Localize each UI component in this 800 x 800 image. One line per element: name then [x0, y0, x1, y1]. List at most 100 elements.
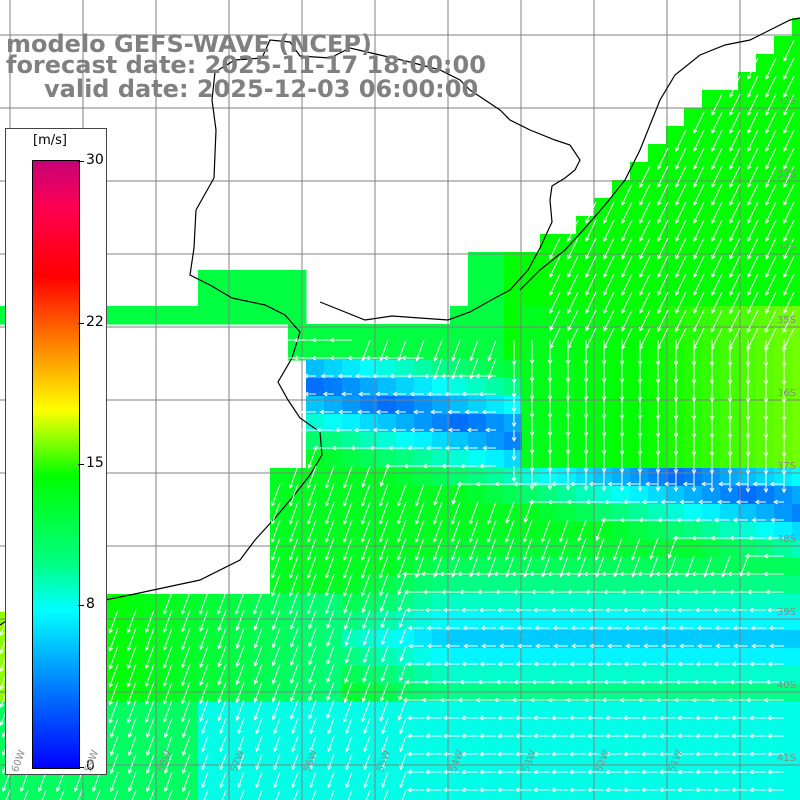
wind-arrow — [531, 679, 550, 685]
wind-cell — [522, 594, 541, 613]
wind-cell — [792, 198, 800, 217]
wind-arrow — [657, 309, 669, 333]
wind-arrow — [399, 627, 407, 645]
wind-arrow — [711, 165, 723, 188]
wind-cell — [126, 630, 145, 649]
wind-cell — [720, 648, 739, 667]
wind-arrow — [447, 427, 460, 433]
wind-cell — [522, 666, 541, 685]
wind-cell — [108, 648, 127, 667]
wind-arrow — [676, 787, 694, 793]
wind-arrow — [604, 715, 622, 721]
wind-cell — [378, 396, 397, 415]
wind-arrow — [765, 273, 777, 296]
wind-arrow — [326, 627, 335, 648]
wind-cell — [540, 540, 559, 559]
wind-arrow — [640, 751, 658, 757]
wind-arrow — [394, 409, 406, 415]
wind-cell — [360, 378, 379, 397]
wind-cell — [756, 126, 775, 145]
wind-cell — [216, 270, 235, 289]
wind-cell — [486, 342, 505, 361]
wind-cell — [630, 324, 649, 343]
wind-cell — [396, 324, 415, 343]
wind-cell — [450, 576, 469, 595]
wind-cell — [234, 738, 253, 757]
wind-cell — [360, 648, 379, 667]
coastline — [0, 39, 581, 626]
wind-arrow — [383, 789, 389, 800]
wind-cell — [432, 720, 451, 739]
wind-arrow — [387, 445, 406, 451]
wind-arrow — [315, 427, 334, 433]
wind-arrow — [727, 466, 733, 493]
wind-arrow — [481, 409, 496, 415]
wind-arrow — [747, 201, 759, 224]
wind-arrow — [37, 771, 47, 793]
wind-arrow — [601, 697, 622, 703]
wind-arrow — [404, 679, 424, 685]
wind-cell — [468, 594, 487, 613]
wind-cell — [648, 144, 667, 163]
wind-cell — [756, 54, 775, 73]
wind-cell — [666, 396, 685, 415]
wind-arrow — [729, 93, 741, 116]
wind-arrow — [550, 751, 568, 757]
wind-cell — [180, 684, 199, 703]
latitude-label: 34S — [776, 242, 796, 253]
wind-arrow — [696, 625, 712, 631]
wind-arrow — [675, 147, 687, 170]
wind-arrow — [217, 627, 227, 650]
wind-arrow — [658, 751, 676, 757]
wind-arrow — [765, 237, 777, 260]
wind-cell — [792, 594, 800, 613]
wind-arrow — [547, 499, 568, 505]
wind-cell — [702, 486, 721, 505]
wind-arrow — [675, 183, 687, 206]
wind-arrow — [657, 327, 669, 351]
wind-arrow — [763, 466, 769, 494]
wind-arrow — [567, 255, 579, 278]
wind-arrow — [654, 571, 676, 577]
wind-arrow — [326, 663, 335, 684]
wind-arrow — [451, 339, 461, 362]
wind-cell — [234, 288, 253, 307]
wind-cell — [612, 630, 631, 649]
wind-cell — [288, 540, 307, 559]
wind-arrow — [126, 699, 137, 724]
wind-arrow — [504, 537, 515, 561]
wind-cell — [342, 360, 361, 379]
wind-arrow — [770, 517, 784, 523]
wind-cell — [774, 702, 793, 721]
wind-arrow — [622, 715, 640, 721]
wind-cell — [756, 378, 775, 397]
wind-arrow — [748, 733, 766, 739]
wind-arrow — [198, 591, 209, 615]
wind-arrow — [252, 591, 263, 615]
wind-cell — [630, 630, 649, 649]
wind-cell — [702, 666, 721, 685]
wind-arrow — [432, 519, 443, 543]
wind-cell — [288, 576, 307, 595]
wind-cell — [630, 576, 649, 595]
wind-cell — [396, 792, 415, 800]
wind-arrow — [338, 409, 352, 415]
wind-cell — [216, 684, 235, 703]
wind-cell — [522, 252, 541, 271]
wind-cell — [216, 666, 235, 685]
wind-arrow — [566, 499, 586, 505]
latitude-label: 38S — [776, 534, 796, 545]
wind-arrow — [486, 537, 497, 561]
wind-arrow — [457, 697, 478, 703]
wind-arrow — [765, 147, 777, 170]
wind-cell — [198, 684, 217, 703]
wind-arrow — [622, 769, 640, 775]
wind-arrow — [735, 499, 748, 505]
wind-cell — [486, 720, 505, 739]
wind-arrow — [606, 625, 622, 631]
wind-arrow — [460, 607, 478, 613]
wind-arrow — [694, 715, 712, 721]
wind-arrow — [514, 769, 532, 775]
wind-arrow — [459, 463, 478, 469]
